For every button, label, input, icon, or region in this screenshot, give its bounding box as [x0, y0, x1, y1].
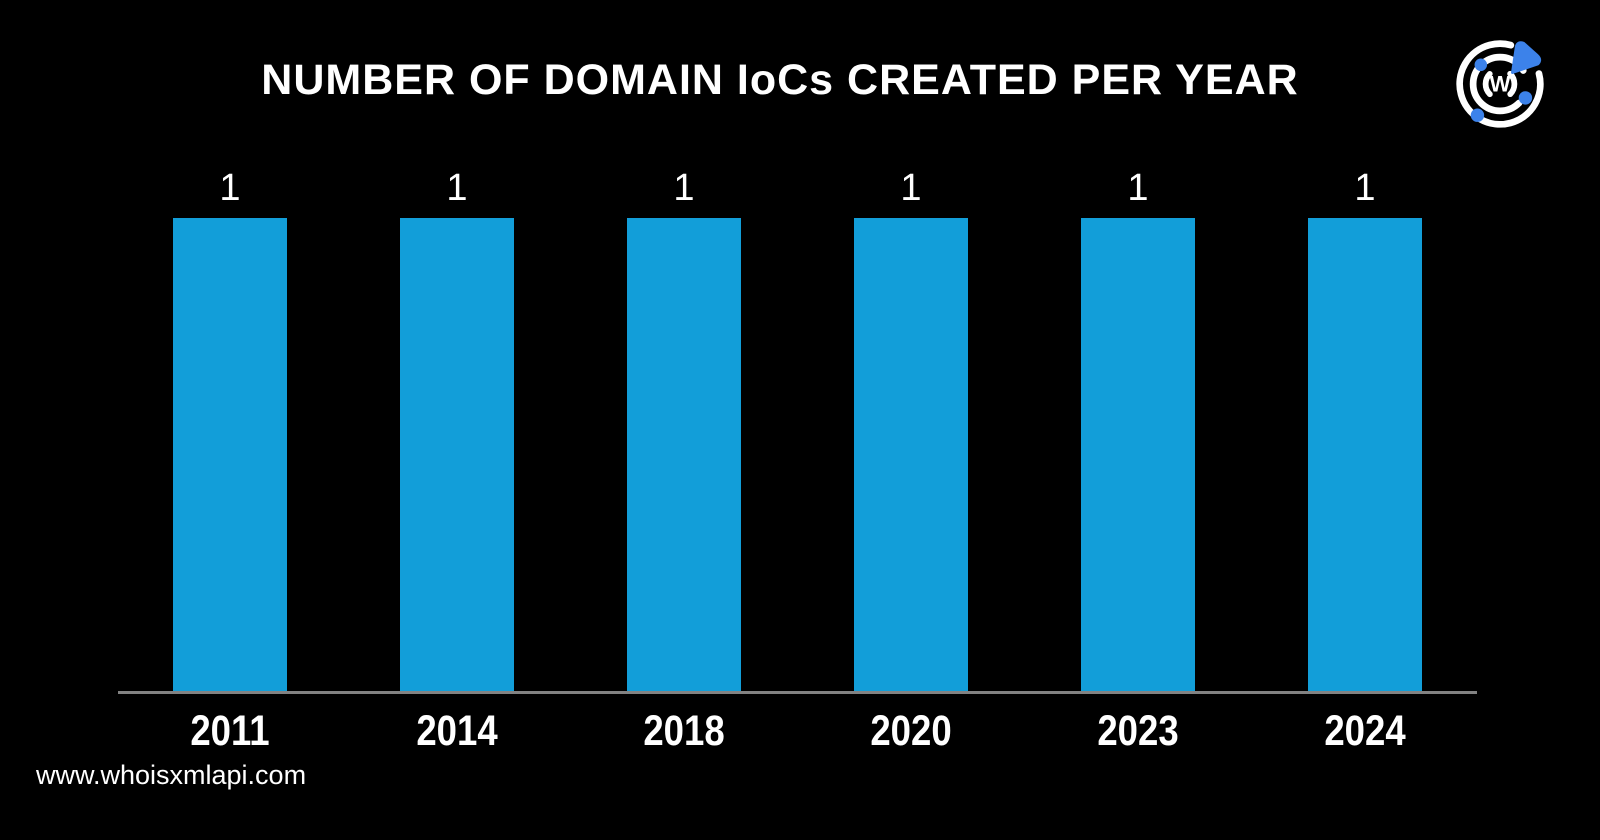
bar-value-label: 1 [673, 167, 695, 209]
bar-group: 1 [854, 169, 968, 692]
bar [173, 218, 287, 692]
x-axis-line [118, 691, 1477, 694]
bar-group: 1 [173, 169, 287, 692]
logo-letter: W [1490, 72, 1511, 97]
bar-value-label: 1 [446, 167, 468, 209]
bar-group: 1 [400, 169, 514, 692]
x-axis-labels: 2011 2014 2018 2020 2023 2024 [118, 707, 1477, 756]
bar-chart: 1 1 1 1 1 1 2011 2014 2018 2020 2023 2 [118, 160, 1477, 756]
bar [1081, 218, 1195, 692]
logo-outer-ring [1456, 40, 1544, 128]
bar-value-label: 1 [1127, 167, 1149, 209]
bar [400, 218, 514, 692]
logo-dot-top-left [1474, 58, 1488, 72]
logo-beam-icon [1511, 41, 1542, 74]
logo-dot-right [1518, 91, 1533, 105]
x-axis-label: 2020 [870, 707, 952, 755]
x-axis-label: 2024 [1324, 707, 1406, 755]
x-axis-label: 2011 [190, 707, 270, 755]
bar [854, 218, 968, 692]
bar-group: 1 [1081, 169, 1195, 692]
bar-group: 1 [1308, 169, 1422, 692]
logo-center-ring [1482, 66, 1518, 102]
bar-value-label: 1 [219, 167, 241, 209]
bar [627, 218, 741, 692]
x-axis-label: 2023 [1097, 707, 1179, 755]
whoisxmlapi-logo: W [1456, 40, 1544, 128]
bar [1308, 218, 1422, 692]
bars-row: 1 1 1 1 1 1 [118, 160, 1477, 692]
page-title: NUMBER OF DOMAIN IoCs CREATED PER YEAR [261, 56, 1299, 104]
bar-value-label: 1 [900, 167, 922, 209]
bar-group: 1 [627, 169, 741, 692]
x-axis-label: 2014 [416, 707, 498, 755]
x-axis-label: 2018 [643, 707, 725, 755]
bar-value-label: 1 [1354, 167, 1376, 209]
logo-dot-bottom-left [1470, 108, 1485, 122]
footer-url: www.whoisxmlapi.com [36, 760, 307, 790]
